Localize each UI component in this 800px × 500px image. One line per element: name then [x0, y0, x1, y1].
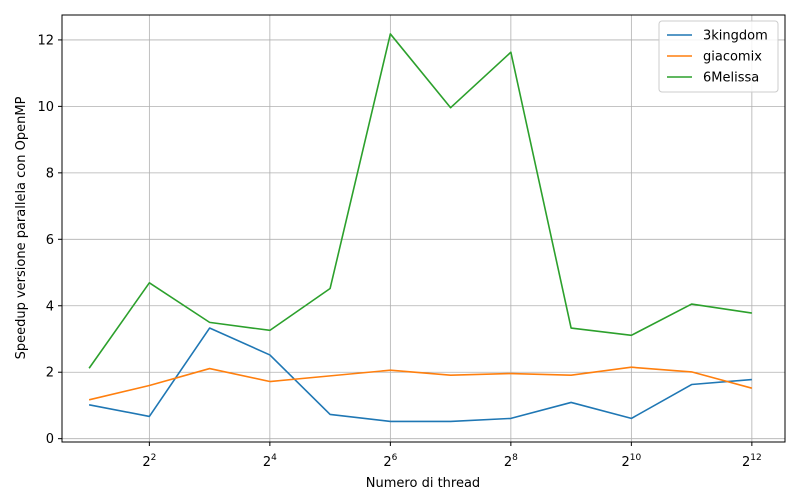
series-lines: [88, 33, 753, 423]
x-axis-label: Numero di thread: [366, 476, 480, 491]
grid: [62, 15, 785, 442]
x-tick-label: 22: [142, 453, 156, 470]
y-tick-label: 0: [46, 432, 54, 447]
legend-label: 6Melissa: [703, 71, 759, 86]
x-tick-label: 26: [383, 453, 397, 470]
x-axis-ticks: 22 24 26 28 210 212: [142, 442, 762, 470]
y-tick-label: 2: [46, 366, 54, 381]
y-tick-label: 4: [46, 299, 54, 314]
legend-label: giacomix: [703, 50, 762, 65]
x-tick-label: 28: [504, 453, 518, 470]
x-tick-label: 210: [621, 453, 641, 470]
y-axis-ticks: 0 2 4 6 8 10 12: [37, 33, 62, 447]
series-line-6Melissa: [88, 33, 752, 369]
y-tick-label: 12: [37, 33, 54, 48]
series-line-giacomix: [88, 366, 753, 401]
legend-label: 3kingdom: [703, 29, 768, 44]
x-tick-label: 24: [263, 453, 277, 470]
y-tick-label: 6: [46, 233, 54, 248]
legend-box: [658, 20, 779, 93]
y-tick-label: 10: [37, 100, 54, 115]
series-line-3kingdom: [88, 327, 752, 423]
y-axis-label: Speedup versione parallela con OpenMP: [14, 96, 29, 359]
plot-frame: [61, 14, 786, 443]
y-tick-label: 8: [46, 166, 54, 181]
legend: 3kingdom giacomix 6Melissa: [658, 20, 779, 93]
x-tick-label: 212: [742, 453, 762, 470]
